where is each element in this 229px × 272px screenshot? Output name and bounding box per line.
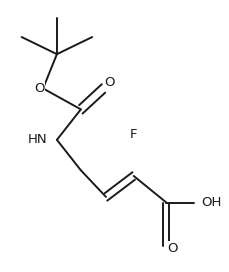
Text: F: F (129, 128, 137, 141)
Text: OH: OH (201, 196, 221, 209)
Text: HN: HN (28, 133, 47, 146)
Text: O: O (34, 82, 44, 95)
Text: O: O (167, 242, 177, 255)
Text: O: O (104, 76, 114, 89)
